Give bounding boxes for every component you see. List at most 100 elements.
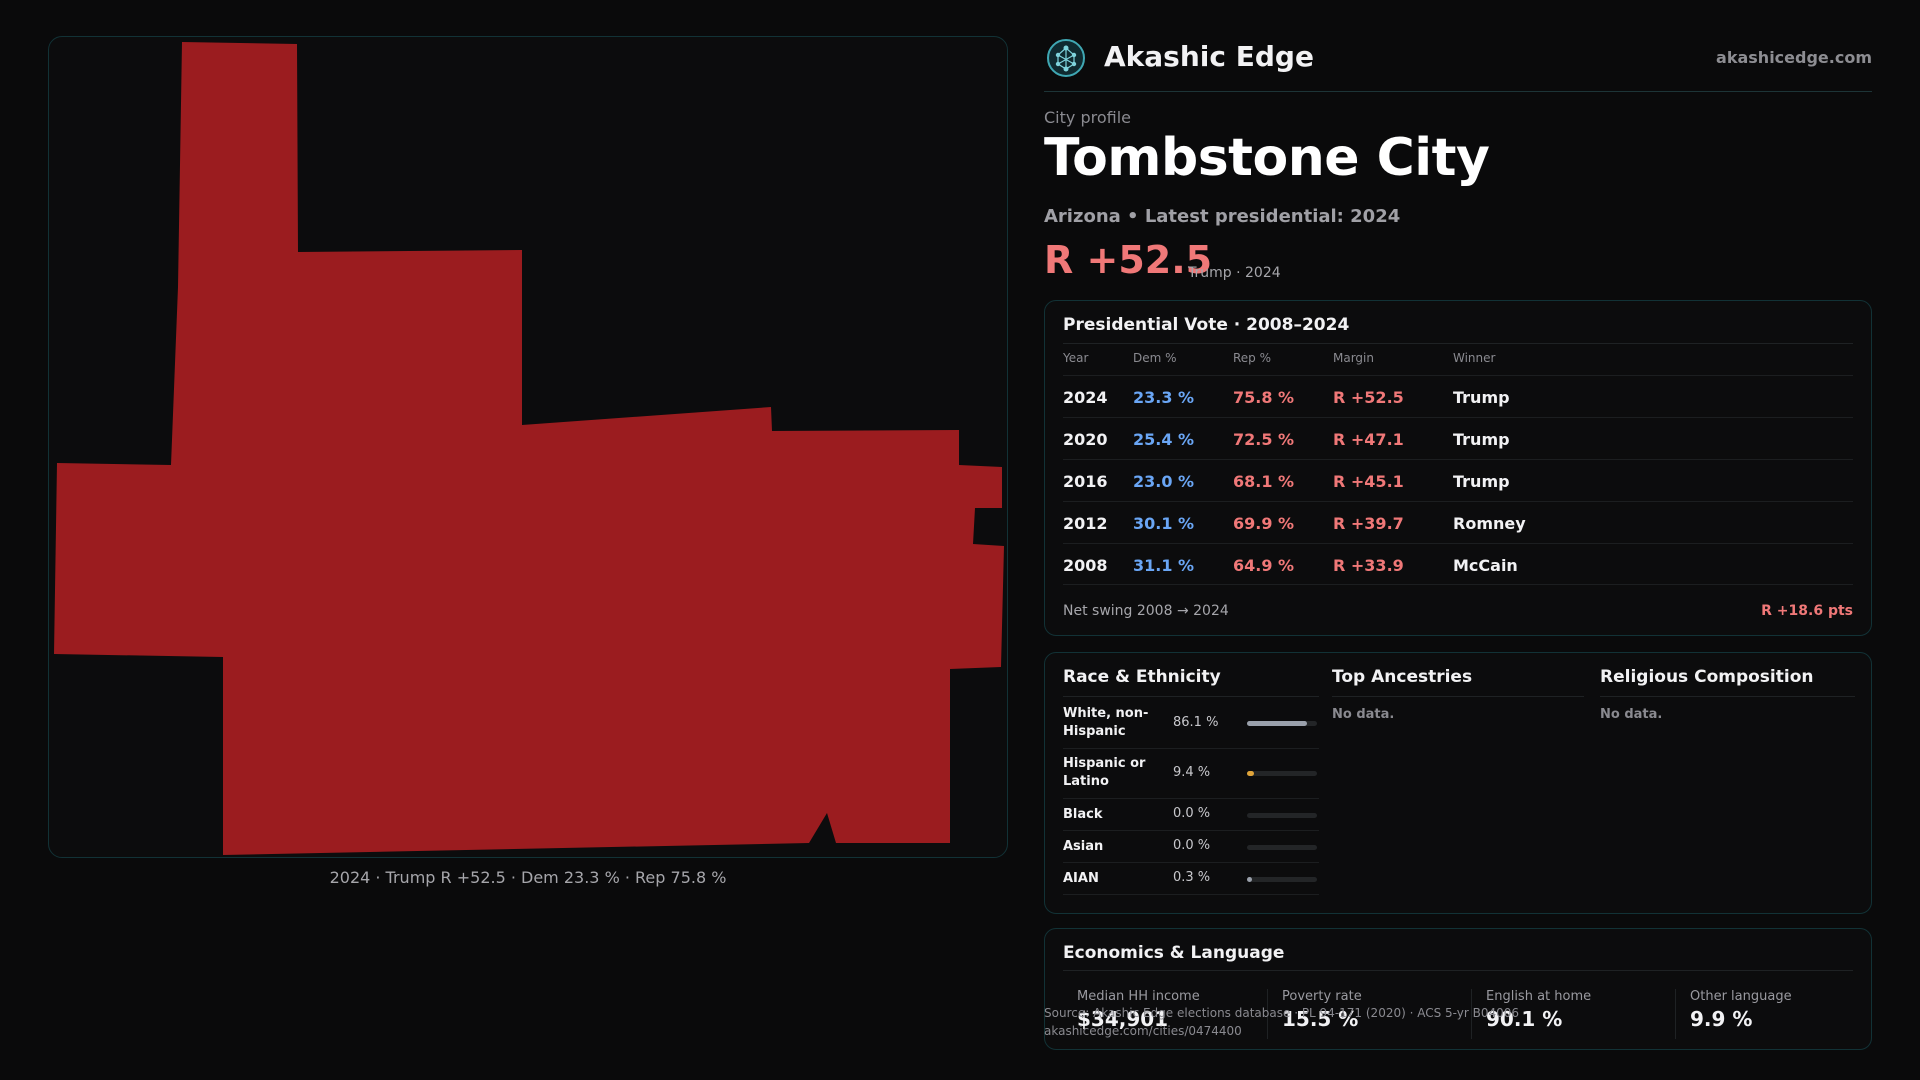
cell-margin: R +33.9 [1333, 556, 1404, 575]
ethnicity-name: White, non-Hispanic [1063, 706, 1149, 739]
map-canvas [54, 42, 1004, 855]
top-ancestries-section: Top Ancestries No data. [1332, 665, 1584, 722]
stat-median-income: Median HH income $34,901 [1045, 989, 1245, 1039]
page-kicker: City profile [1044, 108, 1131, 127]
ethnicity-row: Asian 0.0 % [1063, 831, 1319, 863]
cell-rep: 75.8 % [1233, 388, 1295, 407]
brand-header: Akashic Edge akashicedge.com [1044, 36, 1872, 92]
net-swing-value: R +18.6 pts [1761, 603, 1853, 619]
ethnicity-pct: 0.0 % [1173, 806, 1211, 821]
table-row: 2024 23.3 % 75.8 % R +52.5 Trump [1063, 375, 1853, 417]
presidential-vote-card: Presidential Vote · 2008–2024 Year Dem %… [1044, 300, 1872, 636]
economics-title: Economics & Language [1063, 943, 1285, 963]
stat-other-language: Other language 9.9 % [1675, 989, 1875, 1039]
religion-section: Religious Composition No data. [1600, 665, 1855, 722]
stat-poverty-rate: Poverty rate 15.5 % [1267, 989, 1467, 1039]
cell-rep: 64.9 % [1233, 556, 1295, 575]
page-subtitle: Arizona • Latest presidential: 2024 [1044, 206, 1401, 227]
city-boundary-shape[interactable] [54, 42, 1004, 855]
ethnicity-pct: 0.0 % [1173, 838, 1211, 853]
economics-card: Economics & Language Median HH income $3… [1044, 928, 1872, 1050]
ethnicity-bar [1247, 721, 1317, 726]
cell-winner: Trump [1453, 472, 1510, 491]
cell-margin: R +45.1 [1333, 472, 1404, 491]
table-row: 2020 25.4 % 72.5 % R +47.1 Trump [1063, 417, 1853, 459]
cell-year: 2020 [1063, 430, 1108, 449]
header-dem: Dem % [1133, 351, 1177, 365]
source-note: Source: Akashic Edge elections database … [1044, 1004, 1519, 1040]
ethnicity-bar-fill [1247, 721, 1307, 726]
ethnicity-pct: 0.3 % [1173, 870, 1211, 885]
cell-winner: Trump [1453, 430, 1510, 449]
religion-empty: No data. [1600, 707, 1663, 722]
source-url-link[interactable]: akashicedge.com/cities/0474400 [1044, 1024, 1242, 1038]
ethnicity-bar [1247, 845, 1317, 850]
cell-year: 2016 [1063, 472, 1108, 491]
cell-winner: McCain [1453, 556, 1518, 575]
ethnicity-pct: 9.4 % [1173, 765, 1211, 780]
latest-margin-note: Trump · 2024 [1188, 265, 1281, 281]
divider [1063, 970, 1853, 971]
demographics-card: Race & Ethnicity White, non-Hispanic 86.… [1044, 652, 1872, 914]
ethnicity-pct: 86.1 % [1173, 715, 1219, 730]
city-boundary-map[interactable] [48, 36, 1008, 858]
top-ancestries-title: Top Ancestries [1332, 665, 1584, 697]
net-swing-label: Net swing 2008 → 2024 [1063, 603, 1229, 619]
cell-rep: 69.9 % [1233, 514, 1295, 533]
ethnicity-bar [1247, 813, 1317, 818]
stat-label: Median HH income [1077, 989, 1200, 1004]
cell-dem: 25.4 % [1133, 430, 1195, 449]
ethnicity-name: AIAN [1063, 871, 1099, 886]
tree-of-life-icon [1047, 39, 1085, 77]
cell-winner: Romney [1453, 514, 1526, 533]
stat-english-home: English at home 90.1 % [1471, 989, 1671, 1039]
ethnicity-row: White, non-Hispanic 86.1 % [1063, 697, 1319, 749]
cell-margin: R +52.5 [1333, 388, 1404, 407]
brand-name: Akashic Edge [1104, 40, 1314, 73]
ethnicity-bar [1247, 877, 1317, 882]
ethnicity-name: Hispanic or Latino [1063, 756, 1146, 789]
stat-label: Other language [1690, 989, 1792, 1004]
latest-margin: R +52.5 [1044, 238, 1213, 282]
cell-year: 2024 [1063, 388, 1108, 407]
presidential-vote-title: Presidential Vote · 2008–2024 [1063, 315, 1350, 335]
race-ethnicity-section: Race & Ethnicity White, non-Hispanic 86.… [1063, 665, 1319, 895]
ancestries-empty: No data. [1332, 707, 1395, 722]
page-title: Tombstone City [1044, 128, 1490, 188]
religion-title: Religious Composition [1600, 665, 1855, 697]
source-line: Source: Akashic Edge elections database … [1044, 1006, 1520, 1020]
stat-label: English at home [1486, 989, 1592, 1004]
table-row: 2008 31.1 % 64.9 % R +33.9 McCain [1063, 543, 1853, 585]
ethnicity-name: Asian [1063, 839, 1104, 854]
ethnicity-row: AIAN 0.3 % [1063, 863, 1319, 895]
table-row: 2012 30.1 % 69.9 % R +39.7 Romney [1063, 501, 1853, 543]
header-rep: Rep % [1233, 351, 1272, 365]
cell-dem: 31.1 % [1133, 556, 1195, 575]
cell-rep: 68.1 % [1233, 472, 1295, 491]
stat-value: 9.9 % [1690, 1007, 1753, 1031]
header-margin: Margin [1333, 351, 1374, 365]
cell-winner: Trump [1453, 388, 1510, 407]
ethnicity-name: Black [1063, 807, 1103, 822]
cell-year: 2008 [1063, 556, 1108, 575]
divider [1063, 343, 1853, 344]
header-winner: Winner [1453, 351, 1496, 365]
race-ethnicity-title: Race & Ethnicity [1063, 665, 1319, 697]
table-row: 2016 23.0 % 68.1 % R +45.1 Trump [1063, 459, 1853, 501]
stat-label: Poverty rate [1282, 989, 1362, 1004]
header-year: Year [1063, 351, 1089, 365]
ethnicity-row: Black 0.0 % [1063, 799, 1319, 831]
cell-rep: 72.5 % [1233, 430, 1295, 449]
ethnicity-bar [1247, 771, 1317, 776]
cell-margin: R +47.1 [1333, 430, 1404, 449]
cell-margin: R +39.7 [1333, 514, 1404, 533]
cell-year: 2012 [1063, 514, 1108, 533]
ethnicity-row: Hispanic or Latino 9.4 % [1063, 749, 1319, 799]
cell-dem: 23.3 % [1133, 388, 1195, 407]
stat-value: 15.5 % [1282, 1007, 1359, 1031]
stat-value: 90.1 % [1486, 1007, 1563, 1031]
cell-dem: 30.1 % [1133, 514, 1195, 533]
brand-url-link[interactable]: akashicedge.com [1716, 48, 1872, 67]
map-caption: 2024 · Trump R +52.5 · Dem 23.3 % · Rep … [329, 868, 727, 887]
ethnicity-bar-fill [1247, 771, 1254, 776]
